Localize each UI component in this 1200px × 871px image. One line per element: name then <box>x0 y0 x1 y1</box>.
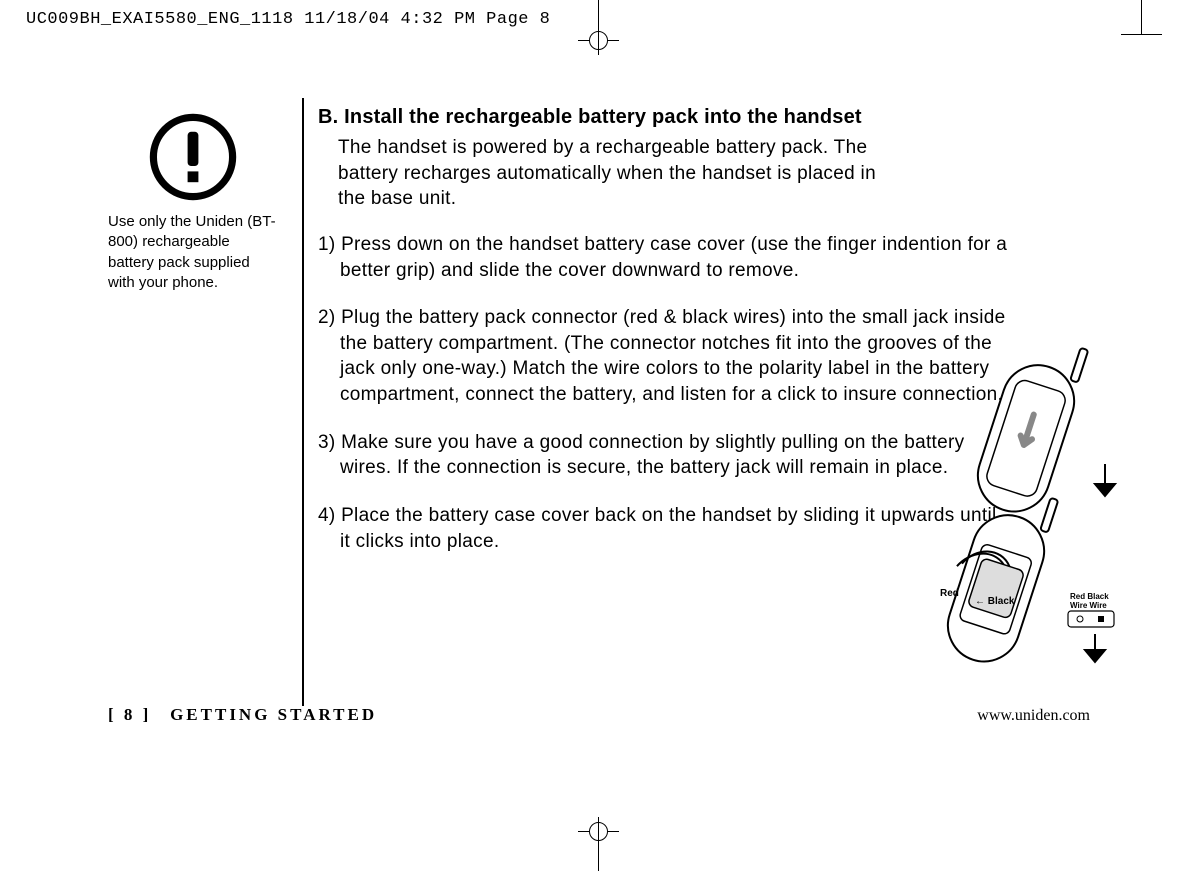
section-name: GETTING STARTED <box>170 705 377 724</box>
section-heading: B. Install the rechargeable battery pack… <box>318 106 1008 129</box>
page-number: [ 8 ] <box>108 705 151 724</box>
step-4: 4) Place the battery case cover back on … <box>318 503 1008 554</box>
warning-icon <box>148 112 238 202</box>
printer-slug: UC009BH_EXAI5580_ENG_1118 11/18/04 4:32 … <box>26 10 550 29</box>
step-4-text: 4) Place the battery case cover back on … <box>318 503 1008 554</box>
crop-mark-right-h <box>1121 34 1162 35</box>
vertical-divider <box>302 98 304 706</box>
step-1-text: 1) Press down on the handset battery cas… <box>318 232 1008 283</box>
page: UC009BH_EXAI5580_ENG_1118 11/18/04 4:32 … <box>0 0 1200 811</box>
sidebar: Use only the Uniden (BT-800) rechargeabl… <box>108 112 278 293</box>
step-3: 3) Make sure you have a good connection … <box>318 430 1008 481</box>
svg-text:Wire Wire: Wire Wire <box>1070 601 1107 610</box>
main-column: B. Install the rechargeable battery pack… <box>318 106 1008 576</box>
content-area: Use only the Uniden (BT-800) rechargeabl… <box>108 112 1140 701</box>
crop-mark-top <box>598 0 600 65</box>
svg-text:Red Black: Red Black <box>1070 592 1109 601</box>
step-2-text: 2) Plug the battery pack connector (red … <box>318 305 1008 408</box>
crop-mark-right-v <box>1141 0 1142 34</box>
footer-left: [ 8 ] GETTING STARTED <box>108 705 377 725</box>
page-footer: [ 8 ] GETTING STARTED www.uniden.com <box>108 705 1090 725</box>
step-2: 2) Plug the battery pack connector (red … <box>318 305 1008 408</box>
step-1: 1) Press down on the handset battery cas… <box>318 232 1008 283</box>
step-3-text: 3) Make sure you have a good connection … <box>318 430 1008 481</box>
label-red: Red <box>940 588 959 599</box>
label-black: ← Black <box>975 596 1015 607</box>
intro-paragraph: The handset is powered by a rechargeable… <box>338 135 898 212</box>
handset-illustration: Red ← Black Red Black Wire Wire <box>920 344 1140 674</box>
footer-url: www.uniden.com <box>977 707 1090 725</box>
sidebar-warning-text: Use only the Uniden (BT-800) rechargeabl… <box>108 212 278 293</box>
